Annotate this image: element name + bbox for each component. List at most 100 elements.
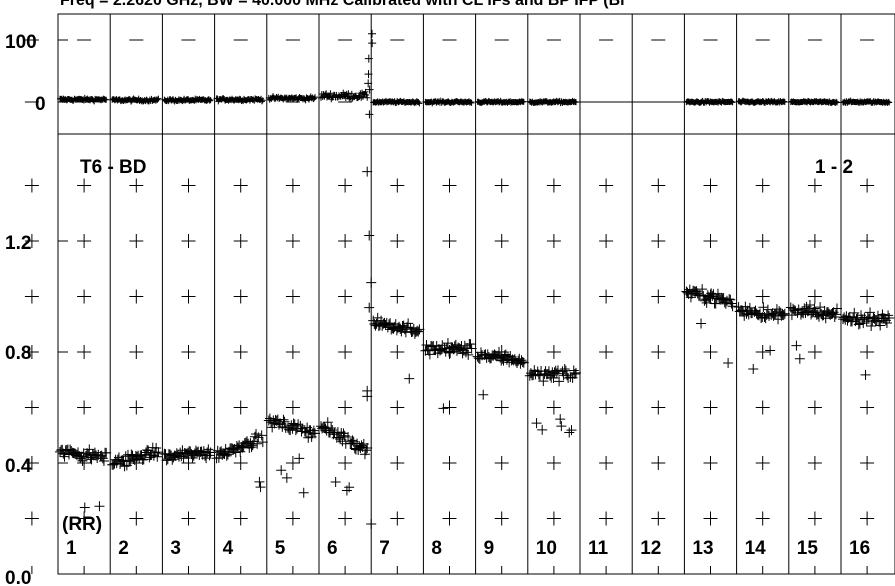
top-data-point <box>258 98 265 105</box>
top-data-point <box>206 97 213 104</box>
bottom-data-point <box>322 417 333 428</box>
bottom-data-point <box>424 349 435 360</box>
top-spike-point <box>365 110 374 119</box>
bottom-points <box>55 166 895 530</box>
bottom-data-point <box>832 303 842 314</box>
bottom-spike-point <box>364 302 375 313</box>
bottom-data-point <box>246 442 257 453</box>
bottom-data-point <box>438 403 449 414</box>
top-data-point <box>345 90 352 97</box>
bottom-data-point <box>344 482 355 493</box>
bottom-data-point <box>566 425 577 436</box>
bottom-ytick-1-2: 1.2 <box>5 233 31 254</box>
bottom-data-point <box>884 313 895 324</box>
bottom-data-point <box>310 428 320 439</box>
top-data-point <box>311 95 318 102</box>
top-data-point <box>154 96 161 103</box>
bottom-data-point <box>516 355 527 366</box>
channel-label: 14 <box>745 538 767 559</box>
bottom-ytick-0-8: 0.8 <box>5 343 31 364</box>
top-data-point <box>312 94 318 101</box>
bottom-data-point <box>299 426 310 437</box>
top-data-point <box>416 100 423 107</box>
top-data-point <box>729 99 736 106</box>
bottom-data-point <box>414 324 425 335</box>
bottom-data-point <box>222 449 233 460</box>
bottom-data-point <box>298 487 309 498</box>
bottom-data-point <box>187 453 198 464</box>
top-data-point <box>259 97 266 104</box>
bottom-data-point <box>465 339 476 350</box>
bottom-data-point <box>875 320 886 331</box>
bottom-data-point <box>86 454 97 465</box>
top-data-point <box>728 98 735 105</box>
bottom-data-point <box>97 453 108 464</box>
bottom-data-point <box>293 419 304 430</box>
bottom-data-point <box>80 450 91 461</box>
bottom-data-point <box>161 455 172 466</box>
bottom-data-point <box>765 345 776 356</box>
bottom-data-point <box>726 298 737 309</box>
bottom-data-point <box>564 427 575 438</box>
bottom-data-point <box>412 325 423 336</box>
bottom-data-point <box>739 310 750 321</box>
bottom-data-point <box>126 449 137 460</box>
bottom-data-point <box>865 307 876 318</box>
channel-label: 2 <box>118 538 129 559</box>
channel-label: 10 <box>536 538 557 559</box>
bottom-data-point <box>692 288 703 299</box>
bottom-data-point <box>463 349 474 360</box>
top-ytick-0: 0 <box>35 94 46 115</box>
channel-label: 3 <box>170 538 181 559</box>
top-ytick-100: 100 <box>5 32 37 53</box>
bottom-data-point <box>94 501 105 512</box>
bottom-data-point <box>759 311 770 322</box>
bottom-data-point <box>153 447 164 458</box>
bottom-data-point <box>725 294 736 305</box>
bottom-data-point <box>494 346 505 357</box>
top-data-point <box>468 99 475 106</box>
bottom-data-point <box>788 303 799 314</box>
channel-label: 5 <box>275 538 286 559</box>
bottom-data-point <box>252 438 263 449</box>
bottom-data-point <box>696 318 707 329</box>
top-data-point <box>155 95 162 102</box>
bottom-data-point <box>288 418 299 429</box>
bottom-data-point <box>294 453 305 464</box>
top-data-point <box>520 98 527 105</box>
bottom-data-point <box>829 311 840 322</box>
bottom-data-point <box>404 373 415 384</box>
bottom-data-point <box>119 461 130 472</box>
top-data-point <box>886 99 893 106</box>
bottom-data-point <box>710 298 721 309</box>
channel-label: 15 <box>797 538 819 559</box>
bottom-data-point <box>230 447 241 458</box>
bottom-data-point <box>235 446 246 457</box>
bottom-data-point <box>758 302 769 313</box>
bottom-data-point <box>459 340 470 351</box>
top-spike-point <box>368 29 377 38</box>
top-data-point <box>780 98 787 105</box>
bottom-ytick-0-4: 0.4 <box>5 456 32 477</box>
bottom-data-point <box>556 421 567 432</box>
channel-label: 12 <box>640 538 661 559</box>
bottom-data-point <box>853 319 864 330</box>
bottom-data-point <box>152 451 163 462</box>
bottom-data-point <box>537 424 548 435</box>
channel-label: 8 <box>431 538 442 559</box>
bottom-data-point <box>413 326 424 337</box>
bottom-data-point <box>466 343 477 354</box>
channel-label: 4 <box>223 538 234 559</box>
top-data-point <box>885 98 892 105</box>
bottom-data-point <box>403 318 414 329</box>
bottom-spike-point <box>366 519 377 530</box>
bottom-data-point <box>142 444 153 455</box>
bottom-data-point <box>748 364 759 375</box>
channel-label: 16 <box>849 538 870 559</box>
bottom-data-point <box>75 453 86 464</box>
bottom-data-point <box>830 309 841 320</box>
bottom-data-point <box>779 308 790 319</box>
bottom-spike-point <box>362 166 373 177</box>
top-data-point <box>467 99 474 106</box>
